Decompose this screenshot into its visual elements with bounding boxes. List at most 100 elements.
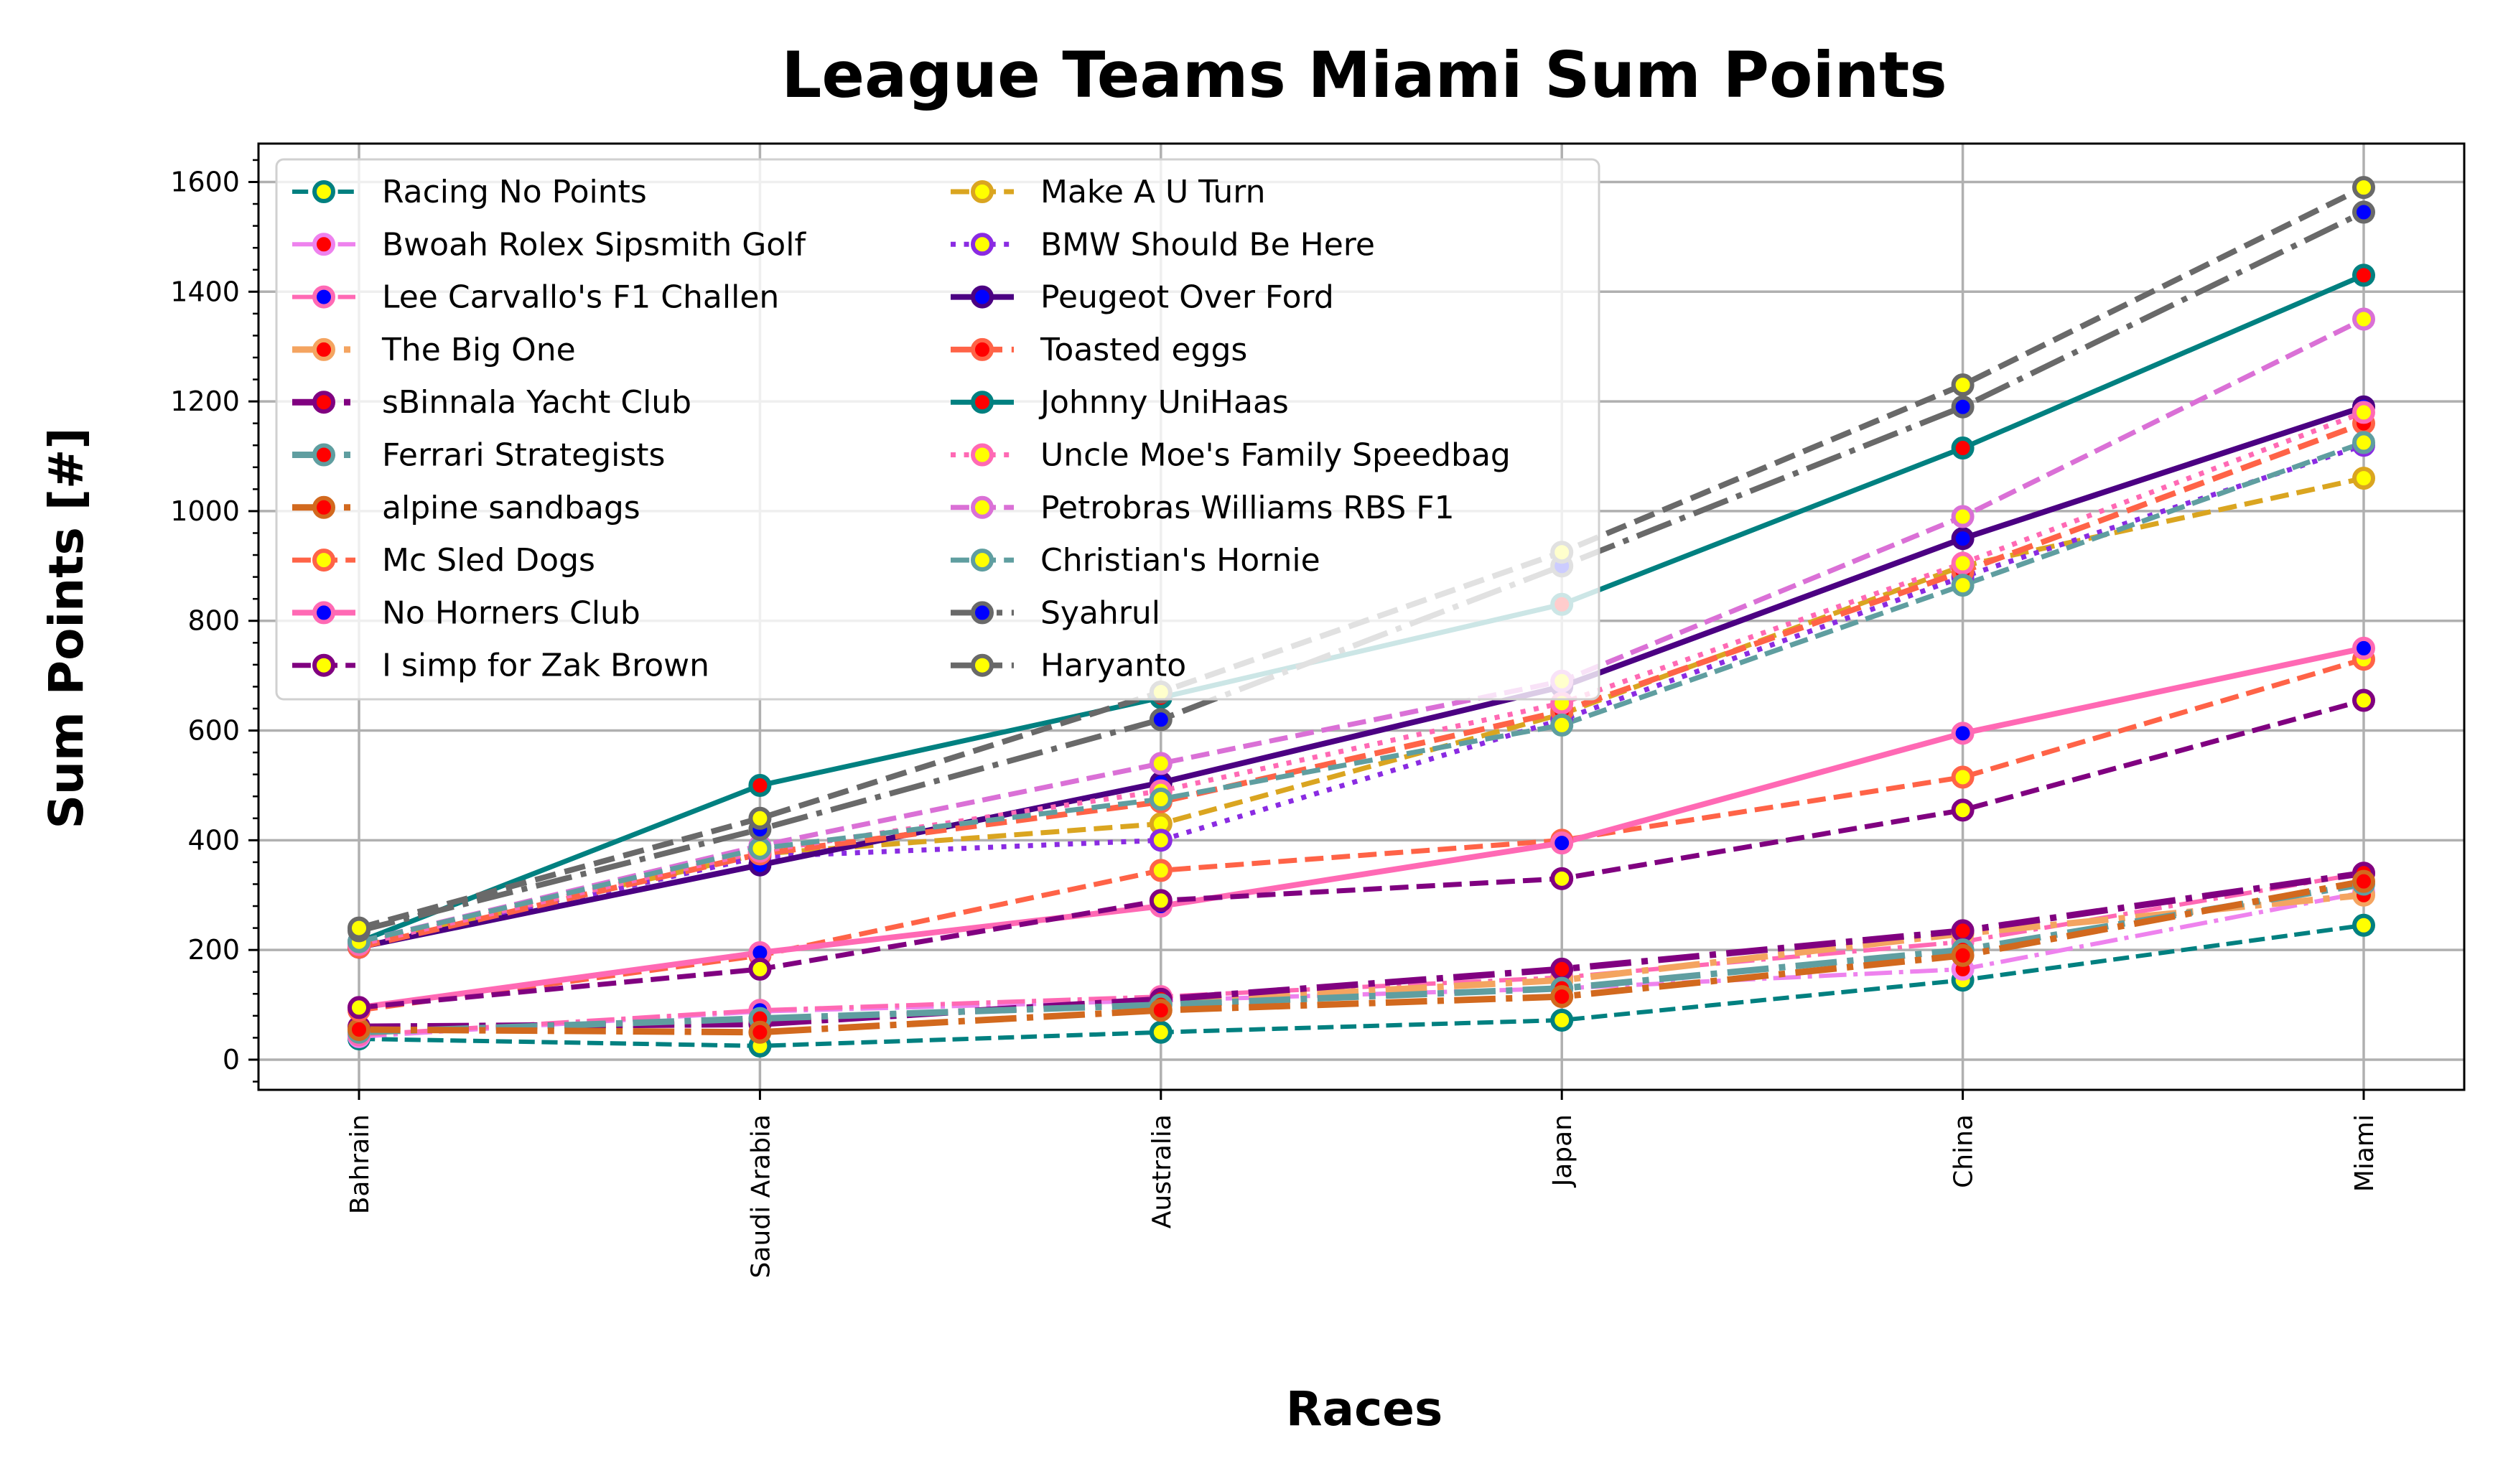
legend-marker: [312, 337, 335, 361]
legend-marker: [312, 549, 335, 572]
series-point: [1149, 752, 1173, 775]
series-point: [348, 996, 370, 1019]
series-point: [748, 773, 772, 797]
series-line-1: [358, 923, 2364, 1048]
x-tick-label: Miami: [2350, 1114, 2380, 1192]
series-point: [1951, 574, 1975, 597]
y-tick-label: 1400: [170, 276, 240, 307]
series-point: [748, 836, 772, 860]
legend-marker: [971, 443, 994, 467]
series-point: [1951, 437, 1975, 460]
legend-marker: [971, 233, 994, 256]
legend-label-16: Uncle Moe's Family Speedbag: [1040, 437, 1511, 474]
legend-marker: [312, 180, 335, 203]
y-tick-label: 200: [187, 934, 240, 966]
y-tick-label: 0: [223, 1044, 240, 1075]
y-tick-label: 1600: [170, 166, 240, 197]
legend-label-13: Peugeot Over Ford: [1040, 279, 1334, 316]
legend-marker: [971, 285, 994, 309]
legend-marker: [312, 653, 335, 677]
series-point: [1149, 859, 1173, 882]
series-line-3: [358, 871, 2364, 1037]
legend-marker: [312, 391, 335, 414]
series-line-6: [358, 881, 2364, 1036]
series-point: [1550, 957, 1574, 981]
series-point: [1149, 829, 1173, 852]
series-point: [2352, 307, 2375, 331]
series-point: [748, 806, 772, 830]
legend-marker: [971, 549, 994, 572]
legend-marker: [971, 495, 994, 519]
series-line-5: [358, 869, 2364, 1030]
x-axis-title: Races: [1286, 1381, 1443, 1437]
series-markers: [348, 176, 2375, 1058]
series-line-14: [358, 420, 2365, 951]
series-point: [1149, 999, 1173, 1022]
series-point: [1550, 713, 1574, 737]
legend-label-6: Ferrari Strategists: [382, 437, 665, 474]
legend-label-4: The Big One: [381, 332, 576, 368]
legend-label-10: I simp for Zak Brown: [382, 648, 709, 684]
y-tick-label: 1000: [170, 495, 240, 527]
legend-label-12: BMW Should Be Here: [1040, 226, 1375, 263]
legend-label-1: Racing No Points: [382, 174, 647, 210]
series-point: [348, 916, 370, 940]
series-point: [1951, 722, 1975, 745]
y-tick-label: 400: [187, 824, 240, 856]
series-line-18: [358, 440, 2365, 945]
series-point: [2352, 689, 2375, 712]
legend-label-15: Johnny UniHaas: [1038, 384, 1289, 421]
legend-label-18: Christian's Hornie: [1040, 542, 1320, 579]
legend-label-3: Lee Carvallo's F1 Challen: [382, 279, 779, 316]
series-point: [1951, 373, 1975, 397]
series-point: [2352, 200, 2375, 224]
series-line-7: [358, 878, 2364, 1036]
series-point: [348, 1017, 370, 1041]
series-point: [1550, 831, 1574, 855]
x-tick-label: Japan: [1548, 1114, 1577, 1187]
legend-marker: [971, 391, 994, 414]
legend-label-20: Haryanto: [1040, 648, 1186, 684]
series-line-4: [358, 892, 2364, 1033]
series-point: [1550, 985, 1574, 1009]
series-point: [748, 1020, 772, 1044]
legend-marker: [971, 601, 994, 625]
series-point: [1149, 1020, 1173, 1044]
y-tick-label: 800: [187, 605, 240, 637]
series-line-13: [358, 403, 2365, 951]
series-point: [1149, 788, 1173, 811]
series-line-11: [358, 475, 2364, 947]
y-tick-label: 600: [187, 715, 240, 747]
legend-marker: [312, 495, 335, 519]
legend-label-5: sBinnala Yacht Club: [382, 384, 691, 421]
legend-label-14: Toasted eggs: [1040, 332, 1247, 368]
legend: Racing No Points Bwoah Rolex Sipsmith Gol…: [275, 158, 1600, 701]
series-point: [1951, 551, 1975, 575]
series-point: [1951, 527, 1975, 551]
legend-marker: [312, 285, 335, 309]
series-line-9: [358, 645, 2364, 1011]
series-point: [1951, 505, 1975, 528]
y-tick-label: 1200: [170, 386, 240, 417]
series-point: [1951, 943, 1975, 967]
legend-label-2: Bwoah Rolex Sipsmith Golf: [382, 226, 806, 263]
legend-marker: [312, 233, 335, 256]
legend-marker: [312, 601, 335, 625]
x-tick-label: Australia: [1147, 1114, 1177, 1228]
series-point: [748, 957, 772, 981]
series-point: [2352, 401, 2375, 424]
series-point: [1149, 889, 1173, 913]
plot-frame: [257, 142, 2466, 1091]
legend-box: [275, 158, 1600, 701]
legend-marker: [971, 180, 994, 203]
series-point: [2352, 869, 2375, 893]
legend-label-19: Syahrul: [1040, 594, 1160, 631]
series-point: [2352, 913, 2375, 937]
legend-marker: [312, 443, 335, 467]
series-point: [2352, 263, 2375, 287]
series-point: [1550, 867, 1574, 890]
legend-label-9: No Horners Club: [382, 594, 640, 631]
chart-title: League Teams Miami Sum Points: [781, 38, 1947, 112]
legend-label-8: Mc Sled Dogs: [382, 542, 595, 579]
